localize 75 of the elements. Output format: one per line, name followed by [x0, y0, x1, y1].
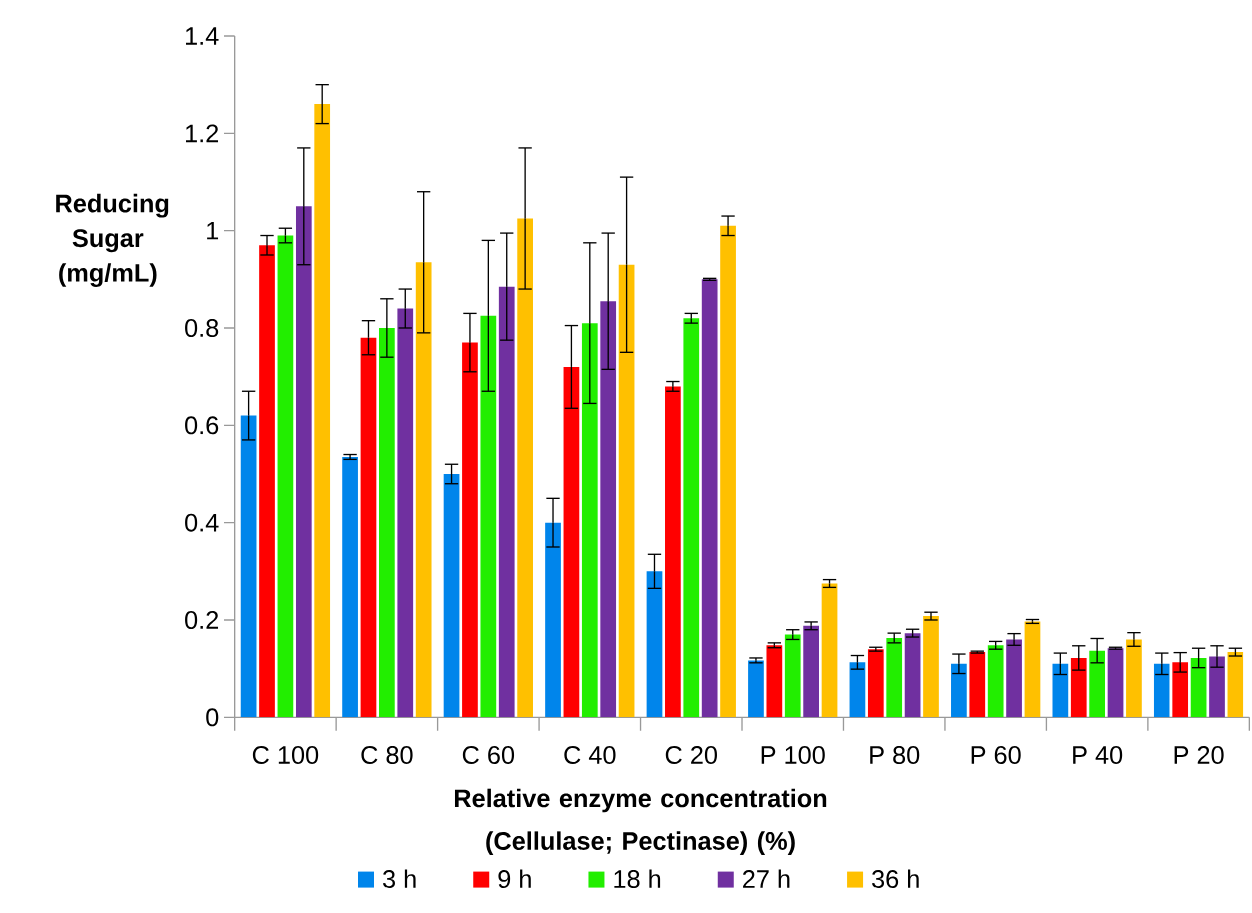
bar — [397, 308, 414, 718]
bar — [1172, 662, 1189, 718]
bar — [1153, 663, 1170, 718]
bar — [342, 456, 358, 718]
bar — [379, 327, 395, 718]
x-tick-label: C 60 — [462, 745, 515, 764]
bar — [277, 235, 294, 718]
y-tick-label: 1.4 — [186, 27, 219, 45]
legend-label: 9 h — [498, 869, 531, 888]
y-tick-label: 0 — [206, 708, 219, 727]
bar — [480, 315, 497, 718]
bar — [969, 651, 986, 718]
bar — [803, 625, 819, 718]
x-tick-label: C 40 — [564, 745, 616, 764]
bar — [415, 262, 432, 718]
bar — [1227, 651, 1244, 718]
bar — [1006, 639, 1022, 718]
bar — [951, 663, 967, 718]
bar — [646, 571, 663, 718]
bar — [720, 225, 736, 718]
bar — [545, 522, 561, 718]
bar — [581, 322, 598, 718]
bar — [240, 415, 257, 718]
bar — [665, 386, 681, 718]
bar — [1190, 657, 1207, 718]
bar — [748, 660, 764, 718]
bar — [766, 645, 783, 718]
y-tick-label: 0.6 — [185, 416, 219, 435]
x-tick-label: P 40 — [1073, 745, 1123, 764]
bar — [498, 286, 515, 718]
y-tick-label: 1 — [207, 221, 219, 240]
bar — [683, 318, 700, 718]
bar — [443, 473, 460, 718]
bar — [1052, 663, 1069, 718]
bar — [259, 245, 275, 718]
bar — [517, 218, 533, 718]
legend-label: 3 h — [382, 869, 416, 888]
bar — [987, 645, 1004, 718]
x-tick-label: P 60 — [971, 745, 1021, 764]
y-tick-label: 0.8 — [185, 318, 219, 337]
bar — [600, 301, 617, 718]
bar — [314, 103, 331, 718]
x-axis-title: Relative enzyme concentration (Cellulase; Pectinase) (%) — [454, 788, 827, 855]
y-tick-label: 0.2 — [185, 610, 219, 629]
bar — [360, 337, 377, 718]
x-tick-label: P 100 — [761, 745, 825, 764]
bar — [462, 342, 478, 718]
y-tick-label: 0.4 — [185, 513, 219, 532]
legend-label: 36 h — [872, 869, 919, 888]
y-tick-label: 1.2 — [186, 124, 219, 143]
bar — [1070, 657, 1087, 718]
bar — [563, 366, 580, 718]
bar — [1107, 648, 1124, 718]
bar — [886, 637, 903, 718]
bar — [701, 279, 718, 718]
bar — [849, 662, 866, 718]
bar — [784, 634, 801, 718]
bar — [1024, 621, 1041, 718]
bar — [904, 632, 921, 718]
x-tick-label: C 100 — [252, 745, 319, 764]
legend-label: 18 h — [614, 869, 661, 888]
bar — [295, 206, 312, 718]
legend-label: 27 h — [743, 869, 790, 888]
x-tick-label: C 80 — [361, 745, 413, 764]
bar — [1209, 656, 1225, 718]
bar — [618, 264, 635, 718]
bar — [867, 649, 884, 718]
y-axis-title: Reducing Sugar (mg/mL) — [56, 193, 169, 287]
bar — [821, 583, 838, 718]
bar — [1126, 639, 1142, 718]
bar — [923, 615, 939, 718]
x-tick-label: P 20 — [1174, 745, 1224, 764]
x-tick-label: C 20 — [665, 745, 717, 764]
x-tick-label: P 80 — [870, 745, 920, 764]
bar — [1089, 650, 1106, 718]
